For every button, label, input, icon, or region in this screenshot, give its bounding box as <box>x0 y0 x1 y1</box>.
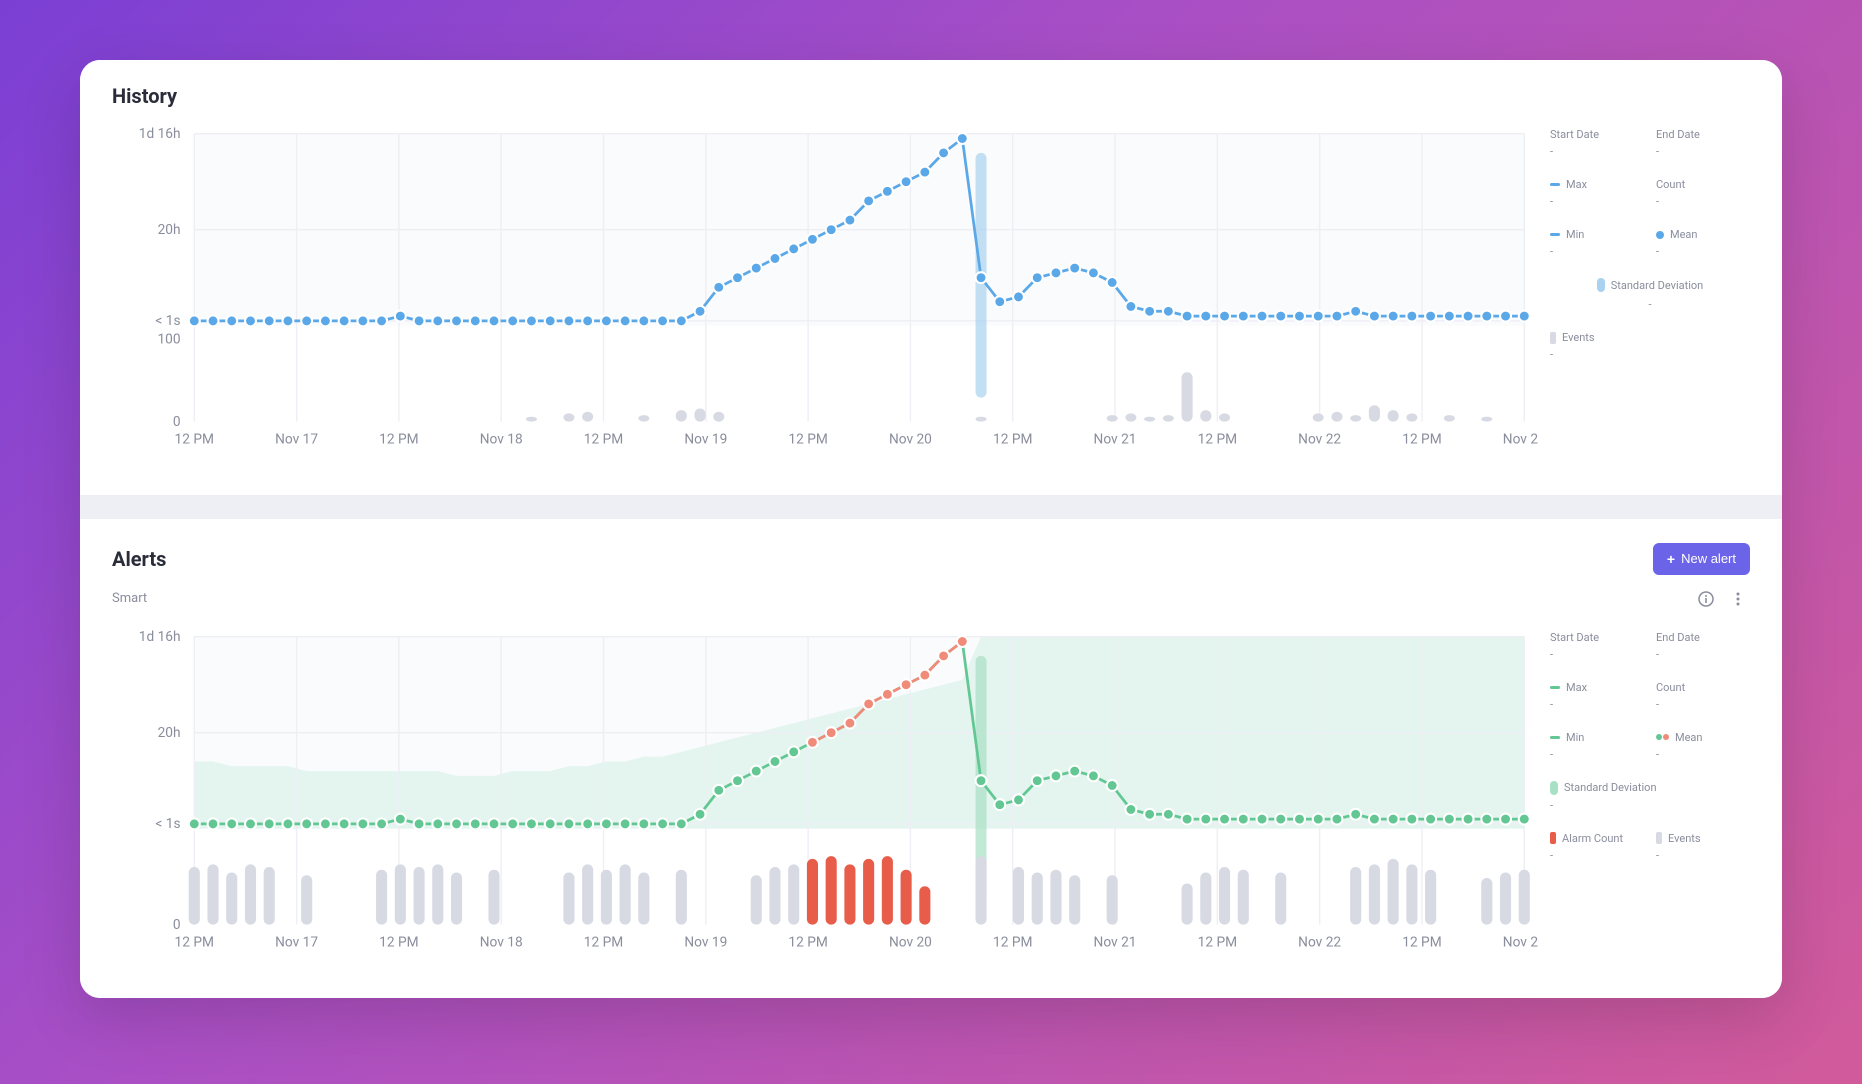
svg-text:< 1s: < 1s <box>155 816 180 832</box>
svg-text:20h: 20h <box>158 725 181 741</box>
svg-text:12 PM: 12 PM <box>1198 432 1237 448</box>
svg-text:Nov 21: Nov 21 <box>1094 934 1137 950</box>
svg-text:12 PM: 12 PM <box>1402 432 1441 448</box>
legend-count: Count - <box>1656 178 1750 208</box>
alerts-legend: Start Date - End Date - Max - Count - <box>1550 623 1750 966</box>
svg-text:12 PM: 12 PM <box>175 432 214 448</box>
svg-text:< 1s: < 1s <box>155 313 180 329</box>
svg-text:12 PM: 12 PM <box>993 432 1032 448</box>
svg-text:Nov 23: Nov 23 <box>1503 432 1538 448</box>
min-swatch <box>1550 736 1560 739</box>
events-swatch <box>1550 332 1556 344</box>
history-chart-wrap: 1d 16h 20h < 1s 12 PM Nov 17 12 PM Nov 18 12 PM… <box>112 120 1750 463</box>
alerts-header: Alerts + New alert <box>112 543 1750 575</box>
svg-text:Nov 21: Nov 21 <box>1094 432 1137 448</box>
history-chart: 1d 16h 20h < 1s 12 PM Nov 17 12 PM Nov 18 12 PM… <box>112 120 1538 463</box>
events-swatch <box>1656 832 1662 844</box>
alerts-chart-wrap: 1d 16h 20h < 1s 12 PM Nov 17 12 PM Nov 18 12 PM… <box>112 623 1750 966</box>
svg-text:12 PM: 12 PM <box>788 432 827 448</box>
svg-text:12 PM: 12 PM <box>1198 934 1237 950</box>
history-chart-svg: 1d 16h 20h < 1s 12 PM Nov 17 12 PM Nov 18 12 PM… <box>112 120 1538 463</box>
max-swatch <box>1550 686 1560 689</box>
alerts-subtitle: Smart <box>112 591 147 606</box>
svg-text:12 PM: 12 PM <box>379 432 418 448</box>
alerts-subheader: Smart <box>112 587 1750 611</box>
legend-mean: Mean - <box>1656 731 1750 761</box>
stddev-swatch <box>1550 781 1558 795</box>
svg-text:Nov 17: Nov 17 <box>275 432 318 448</box>
history-header: History <box>112 84 1750 108</box>
legend-end-date: End Date - <box>1656 128 1750 158</box>
legend-mean: Mean - <box>1656 228 1750 258</box>
legend-stddev: Standard Deviation - <box>1550 781 1750 812</box>
svg-text:Nov 18: Nov 18 <box>480 934 523 950</box>
svg-text:0: 0 <box>173 917 181 933</box>
legend-start-date: Start Date - <box>1550 128 1644 158</box>
svg-text:12 PM: 12 PM <box>379 934 418 950</box>
min-swatch <box>1550 233 1560 236</box>
legend-alarm-count: Alarm Count - <box>1550 832 1644 862</box>
legend-events: Events - <box>1656 832 1750 862</box>
legend-end-date: End Date - <box>1656 631 1750 661</box>
legend-max: Max - <box>1550 178 1644 208</box>
legend-start-date: Start Date - <box>1550 631 1644 661</box>
svg-text:Nov 19: Nov 19 <box>684 934 727 950</box>
svg-text:Nov 18: Nov 18 <box>480 432 523 448</box>
alerts-panel: Alerts + New alert Smart 1d 16h 20h < 1s 12… <box>80 519 1782 998</box>
svg-text:1d 16h: 1d 16h <box>139 126 181 142</box>
history-legend: Start Date - End Date - Max - Count - <box>1550 120 1750 463</box>
legend-min: Min - <box>1550 228 1644 258</box>
svg-text:Nov 22: Nov 22 <box>1298 934 1341 950</box>
legend-stddev: Standard Deviation - <box>1550 278 1750 311</box>
svg-text:Nov 22: Nov 22 <box>1298 432 1341 448</box>
mean-swatch <box>1656 231 1664 239</box>
alerts-chart: 1d 16h 20h < 1s 12 PM Nov 17 12 PM Nov 18 12 PM… <box>112 623 1538 966</box>
svg-text:100: 100 <box>157 331 180 347</box>
svg-text:0: 0 <box>173 414 181 430</box>
plus-icon: + <box>1667 551 1675 567</box>
svg-text:Nov 17: Nov 17 <box>275 934 318 950</box>
alerts-chart-svg: 1d 16h 20h < 1s 12 PM Nov 17 12 PM Nov 18 12 PM… <box>112 623 1538 966</box>
info-icon[interactable] <box>1694 587 1718 611</box>
legend-count: Count - <box>1656 681 1750 711</box>
svg-text:12 PM: 12 PM <box>788 934 827 950</box>
history-panel: History 1d 16h 20h < 1s 12 PM Nov 17 12 PM Nov… <box>80 60 1782 495</box>
svg-text:Nov 20: Nov 20 <box>889 432 932 448</box>
history-title: History <box>112 84 177 108</box>
svg-text:12 PM: 12 PM <box>993 934 1032 950</box>
dashboard-card: History 1d 16h 20h < 1s 12 PM Nov 17 12 PM Nov… <box>80 60 1782 998</box>
svg-text:12 PM: 12 PM <box>584 934 623 950</box>
panel-divider <box>80 495 1782 519</box>
svg-text:12 PM: 12 PM <box>1402 934 1441 950</box>
svg-text:12 PM: 12 PM <box>175 934 214 950</box>
legend-max: Max - <box>1550 681 1644 711</box>
alerts-title: Alerts <box>112 547 166 571</box>
new-alert-label: New alert <box>1681 551 1736 566</box>
legend-min: Min - <box>1550 731 1644 761</box>
svg-text:20h: 20h <box>158 222 181 238</box>
legend-events: Events - <box>1550 331 1644 361</box>
max-swatch <box>1550 183 1560 186</box>
svg-text:12 PM: 12 PM <box>584 432 623 448</box>
stddev-swatch <box>1597 278 1605 292</box>
mean-swatch <box>1656 734 1669 740</box>
svg-text:Nov 20: Nov 20 <box>889 934 932 950</box>
svg-text:Nov 19: Nov 19 <box>684 432 727 448</box>
svg-text:Nov 23: Nov 23 <box>1503 934 1538 950</box>
alarm-swatch <box>1550 832 1556 844</box>
more-icon[interactable] <box>1726 587 1750 611</box>
new-alert-button[interactable]: + New alert <box>1653 543 1750 575</box>
svg-text:1d 16h: 1d 16h <box>139 629 181 645</box>
